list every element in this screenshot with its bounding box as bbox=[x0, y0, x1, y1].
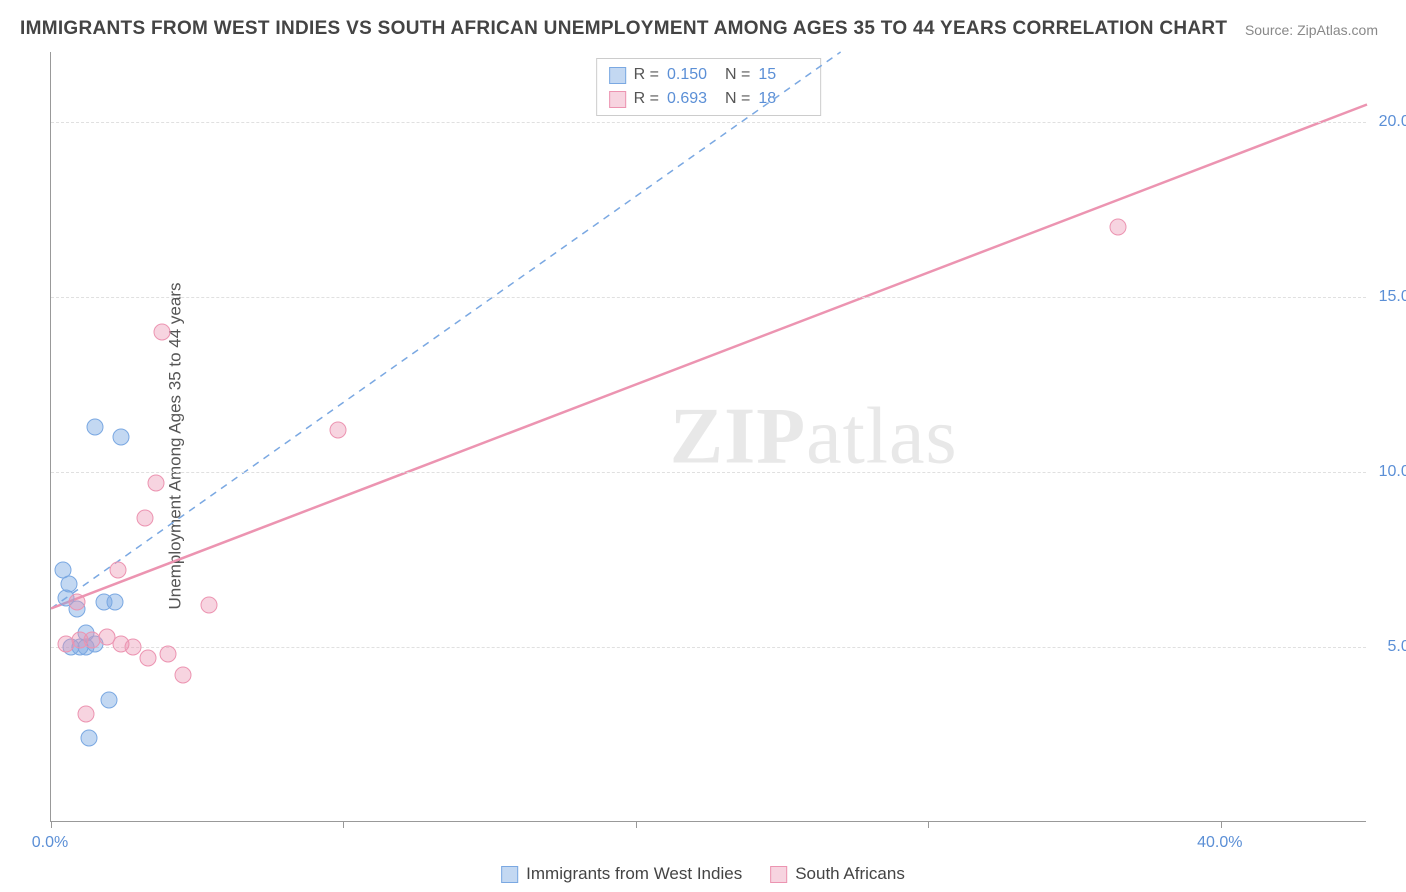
legend-series: Immigrants from West Indies South Africa… bbox=[501, 864, 905, 884]
y-tick-label: 20.0% bbox=[1379, 113, 1406, 131]
legend-item-pink: South Africans bbox=[770, 864, 905, 884]
data-point-blue bbox=[113, 429, 130, 446]
legend-label-pink: South Africans bbox=[795, 864, 905, 884]
data-point-blue bbox=[101, 691, 118, 708]
data-point-pink bbox=[69, 593, 86, 610]
x-tick-label: 40.0% bbox=[1197, 834, 1242, 852]
trend-lines-svg bbox=[51, 52, 1367, 822]
plot-area: ZIPatlas R = 0.150 N = 15 R = 0.693 N = … bbox=[50, 52, 1366, 822]
data-point-pink bbox=[139, 649, 156, 666]
data-point-pink bbox=[174, 667, 191, 684]
x-tick bbox=[51, 821, 52, 828]
swatch-pink-icon bbox=[770, 866, 787, 883]
data-point-pink bbox=[200, 597, 217, 614]
gridline bbox=[51, 472, 1366, 473]
y-tick-label: 5.0% bbox=[1388, 638, 1406, 656]
data-point-pink bbox=[159, 646, 176, 663]
data-point-pink bbox=[78, 705, 95, 722]
source-attribution: Source: ZipAtlas.com bbox=[1245, 22, 1378, 38]
data-point-pink bbox=[329, 422, 346, 439]
data-point-pink bbox=[110, 562, 127, 579]
data-point-blue bbox=[86, 418, 103, 435]
data-point-pink bbox=[148, 474, 165, 491]
data-point-pink bbox=[1110, 219, 1127, 236]
x-tick bbox=[1221, 821, 1222, 828]
gridline bbox=[51, 297, 1366, 298]
legend-label-blue: Immigrants from West Indies bbox=[526, 864, 742, 884]
gridline bbox=[51, 122, 1366, 123]
data-point-pink bbox=[154, 324, 171, 341]
gridline bbox=[51, 647, 1366, 648]
swatch-blue-icon bbox=[501, 866, 518, 883]
legend-item-blue: Immigrants from West Indies bbox=[501, 864, 742, 884]
y-tick-label: 10.0% bbox=[1379, 463, 1406, 481]
data-point-blue bbox=[81, 730, 98, 747]
x-tick-label: 0.0% bbox=[32, 834, 68, 852]
x-tick bbox=[636, 821, 637, 828]
chart-title: IMMIGRANTS FROM WEST INDIES VS SOUTH AFR… bbox=[20, 18, 1227, 40]
data-point-pink bbox=[136, 509, 153, 526]
trend-line-pink bbox=[51, 105, 1367, 609]
x-tick bbox=[928, 821, 929, 828]
y-tick-label: 15.0% bbox=[1379, 288, 1406, 306]
x-tick bbox=[343, 821, 344, 828]
data-point-blue bbox=[107, 593, 124, 610]
